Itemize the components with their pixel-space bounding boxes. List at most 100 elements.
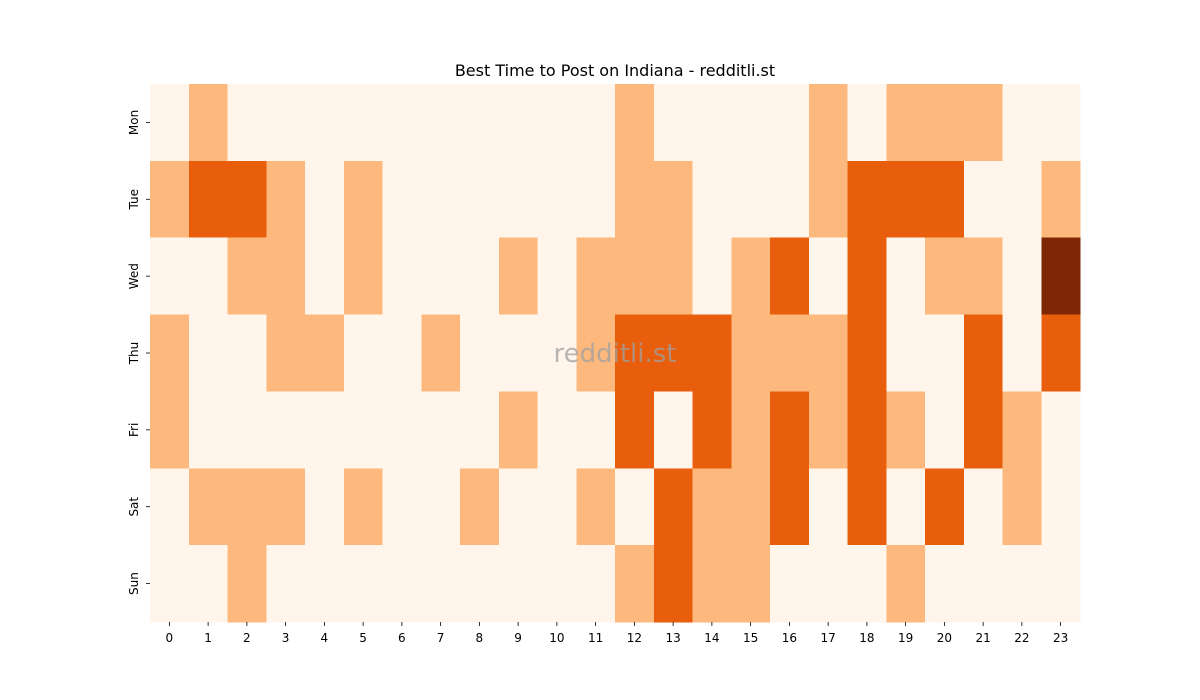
heatmap-cell [266, 84, 306, 162]
heatmap-cell [421, 545, 461, 623]
heatmap-cell [886, 391, 926, 469]
x-tick-label: 7 [437, 631, 445, 645]
heatmap-cell [731, 314, 771, 393]
heatmap-cell [266, 237, 306, 316]
heatmap-cell [576, 237, 616, 316]
heatmap-cell [537, 160, 577, 239]
heatmap-cell [847, 545, 887, 623]
heatmap-cell [305, 468, 345, 546]
heatmap-cell [808, 314, 849, 393]
heatmap-cell [963, 545, 1004, 623]
x-tick-label: 0 [166, 631, 174, 645]
heatmap-cell [421, 314, 461, 393]
heatmap-cell [150, 84, 190, 162]
heatmap-cell [886, 314, 926, 393]
heatmap-cell [770, 84, 810, 162]
heatmap-cell [305, 545, 345, 623]
heatmap-cell [1002, 468, 1042, 546]
heatmap-cell [1041, 468, 1081, 546]
heatmap-cell [188, 545, 229, 623]
heatmap-cell [227, 545, 267, 623]
heatmap-cell [886, 545, 926, 623]
heatmap-cell [382, 237, 422, 316]
heatmap-cell [692, 468, 732, 546]
heatmap-cell [886, 468, 926, 546]
heatmap-cell [382, 84, 422, 162]
heatmap-cell [847, 468, 887, 546]
heatmap-cell [808, 237, 849, 316]
heatmap-cell [1041, 314, 1081, 393]
heatmap-cell [421, 237, 461, 316]
heatmap-cell [150, 391, 190, 469]
heatmap-cell [925, 237, 965, 316]
heatmap-cell [421, 160, 461, 239]
y-tick-label: Wed [127, 263, 141, 289]
heatmap-cell [770, 160, 810, 239]
heatmap-cell [808, 160, 849, 239]
x-tick-label: 6 [398, 631, 406, 645]
heatmap-cell [576, 545, 616, 623]
heatmap-cell [615, 391, 655, 469]
x-tick-label: 19 [898, 631, 913, 645]
heatmap-cell [1002, 314, 1042, 393]
heatmap-cell [770, 391, 810, 469]
heatmap-cell [150, 160, 190, 239]
heatmap-cell [188, 391, 229, 469]
heatmap-cell [925, 84, 965, 162]
heatmap-cell [770, 314, 810, 393]
heatmap-cell [343, 237, 384, 316]
heatmap-cell [615, 160, 655, 239]
heatmap-cell [498, 391, 539, 469]
x-tick-label: 20 [937, 631, 952, 645]
heatmap-cell [305, 391, 345, 469]
heatmap-cell [1041, 84, 1081, 162]
x-tick-label: 10 [549, 631, 564, 645]
heatmap-cell [653, 391, 694, 469]
heatmap-cell [421, 391, 461, 469]
heatmap-cell [731, 160, 771, 239]
heatmap-cell [343, 84, 384, 162]
x-tick-label: 1 [204, 631, 212, 645]
heatmap-cell [266, 391, 306, 469]
heatmap-cell [537, 545, 577, 623]
watermark-text: redditli.st [554, 339, 677, 369]
x-tick-label: 5 [359, 631, 367, 645]
y-tick-label: Thu [127, 342, 141, 366]
heatmap-cell [1002, 391, 1042, 469]
heatmap-cell [227, 468, 267, 546]
heatmap-cell [537, 237, 577, 316]
heatmap-cell [382, 160, 422, 239]
heatmap-cell [576, 84, 616, 162]
x-tick-label: 18 [859, 631, 874, 645]
heatmap-cell [653, 160, 694, 239]
x-tick-label: 22 [1014, 631, 1029, 645]
heatmap-cell [653, 84, 694, 162]
heatmap-cell [615, 468, 655, 546]
heatmap-cell [188, 314, 229, 393]
heatmap-cell [1002, 160, 1042, 239]
heatmap-cell [460, 160, 500, 239]
heatmap-cell [227, 84, 267, 162]
heatmap-cell [1002, 545, 1042, 623]
heatmap-cell [615, 545, 655, 623]
heatmap-cell [498, 84, 539, 162]
heatmap-cell [227, 160, 267, 239]
heatmap-cell [498, 314, 539, 393]
heatmap-cell [731, 237, 771, 316]
heatmap-cell [770, 237, 810, 316]
y-tick-label: Mon [127, 110, 141, 135]
heatmap-cell [770, 545, 810, 623]
heatmap-cell [692, 160, 732, 239]
heatmap-cell [653, 237, 694, 316]
y-axis-ticks: Mon Tue Wed Thu Fri Sat Sun [127, 110, 150, 595]
heatmap-cell [382, 314, 422, 393]
heatmap-cell [1041, 391, 1081, 469]
heatmap-cell [1041, 237, 1081, 316]
heatmap-cell [343, 468, 384, 546]
heatmap-cell [925, 160, 965, 239]
heatmap-cell [498, 545, 539, 623]
x-tick-label: 16 [782, 631, 797, 645]
heatmap-cell [770, 468, 810, 546]
heatmap-cell [460, 545, 500, 623]
heatmap-cell [808, 468, 849, 546]
